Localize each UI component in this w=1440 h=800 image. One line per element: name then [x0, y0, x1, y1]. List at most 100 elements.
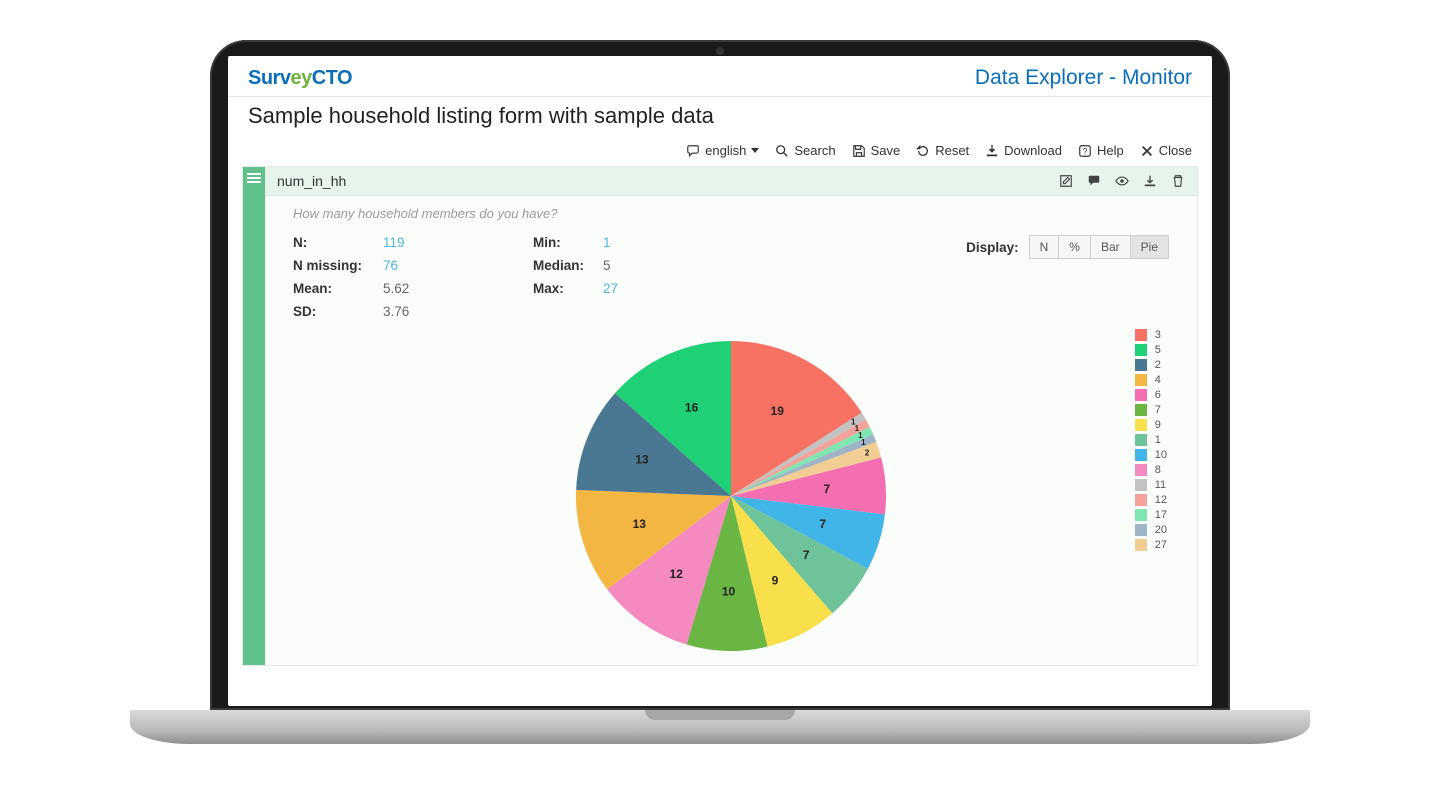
download-label: Download [1004, 143, 1062, 158]
legend-swatch [1135, 509, 1147, 521]
search-label: Search [794, 143, 835, 158]
stat-max-label: Max: [533, 281, 603, 296]
pie-slice-label: 19 [771, 404, 785, 418]
legend-item[interactable]: 1 [1135, 434, 1167, 446]
legend-swatch [1135, 494, 1147, 506]
stat-sd-label: SD: [293, 304, 383, 319]
field-question: How many household members do you have? [265, 196, 1197, 231]
save-label: Save [871, 143, 901, 158]
legend-swatch [1135, 479, 1147, 491]
trash-icon[interactable] [1171, 174, 1185, 188]
display-option-bar[interactable]: Bar [1091, 235, 1131, 259]
legend-label: 27 [1155, 539, 1167, 551]
legend-item[interactable]: 17 [1135, 509, 1167, 521]
laptop-notch [645, 710, 795, 720]
stat-min-value[interactable]: 1 [603, 235, 663, 250]
menu-icon [247, 173, 261, 183]
legend-swatch [1135, 539, 1147, 551]
legend-label: 8 [1155, 464, 1161, 476]
legend-swatch [1135, 524, 1147, 536]
display-option-%[interactable]: % [1059, 235, 1091, 259]
stat-median-label: Median: [533, 258, 603, 273]
reset-label: Reset [935, 143, 969, 158]
legend-label: 6 [1155, 389, 1161, 401]
display-option-pie[interactable]: Pie [1131, 235, 1169, 259]
display-option-n[interactable]: N [1029, 235, 1060, 259]
legend-item[interactable]: 4 [1135, 374, 1167, 386]
language-label: english [705, 143, 746, 158]
camera-dot [716, 47, 724, 55]
stat-mean-label: Mean: [293, 281, 383, 296]
pie-slice-label: 7 [803, 548, 810, 562]
stat-n-label: N: [293, 235, 383, 250]
legend-item[interactable]: 12 [1135, 494, 1167, 506]
legend-item[interactable]: 20 [1135, 524, 1167, 536]
legend-swatch [1135, 449, 1147, 461]
eye-icon[interactable] [1115, 174, 1129, 188]
app-header: SurveyCTO Data Explorer - Monitor [228, 56, 1212, 97]
stat-sd-value: 3.76 [383, 304, 463, 319]
legend-item[interactable]: 2 [1135, 359, 1167, 371]
legend-item[interactable]: 6 [1135, 389, 1167, 401]
legend-swatch [1135, 434, 1147, 446]
close-button[interactable]: Close [1140, 143, 1192, 158]
pie-slice-label: 1 [861, 438, 866, 447]
download-field-icon[interactable] [1143, 174, 1157, 188]
search-button[interactable]: Search [775, 143, 835, 158]
pie-slice-label: 10 [722, 584, 736, 598]
legend-label: 1 [1155, 434, 1161, 446]
legend-swatch [1135, 359, 1147, 371]
brand-part-3: CTO [312, 67, 352, 89]
legend-item[interactable]: 3 [1135, 329, 1167, 341]
legend-item[interactable]: 8 [1135, 464, 1167, 476]
laptop-frame: SurveyCTO Data Explorer - Monitor Sample… [210, 40, 1230, 760]
legend-label: 17 [1155, 509, 1167, 521]
brand-part-2: ey [290, 67, 311, 89]
legend-label: 9 [1155, 419, 1161, 431]
pie-chart: 191111277791012131316 [571, 336, 891, 656]
close-icon [1140, 144, 1154, 158]
legend-label: 10 [1155, 449, 1167, 461]
pie-slice-label: 16 [685, 400, 699, 414]
legend-label: 3 [1155, 329, 1161, 341]
stats-col-1: N: 119 N missing: 76 Mean: 5.62 SD: 3.76 [293, 235, 463, 319]
legend-item[interactable]: 5 [1135, 344, 1167, 356]
panel-drag-handle[interactable] [243, 167, 265, 665]
stat-n-value[interactable]: 119 [383, 235, 463, 250]
pie-slice-label: 9 [772, 574, 779, 588]
legend-item[interactable]: 7 [1135, 404, 1167, 416]
legend-swatch [1135, 404, 1147, 416]
legend-label: 12 [1155, 494, 1167, 506]
page-title: Sample household listing form with sampl… [228, 97, 1212, 139]
legend-swatch [1135, 329, 1147, 341]
edit-icon[interactable] [1059, 174, 1073, 188]
save-button[interactable]: Save [852, 143, 901, 158]
language-dropdown[interactable]: english [686, 143, 759, 158]
download-button[interactable]: Download [985, 143, 1062, 158]
display-button-group: N%BarPie [1029, 235, 1169, 259]
field-name: num_in_hh [277, 173, 346, 189]
help-label: Help [1097, 143, 1124, 158]
pie-slice-label: 2 [865, 449, 870, 458]
stat-min-label: Min: [533, 235, 603, 250]
stats-row: N: 119 N missing: 76 Mean: 5.62 SD: 3.76… [265, 231, 1197, 319]
legend-item[interactable]: 27 [1135, 539, 1167, 551]
field-actions [1059, 174, 1185, 188]
display-label: Display: [966, 240, 1019, 255]
legend-swatch [1135, 374, 1147, 386]
legend-item[interactable]: 11 [1135, 479, 1167, 491]
legend-swatch [1135, 344, 1147, 356]
screen-bezel: SurveyCTO Data Explorer - Monitor Sample… [210, 40, 1230, 710]
stat-nmiss-value[interactable]: 76 [383, 258, 463, 273]
field-panel: num_in_hh How many household members do … [242, 166, 1198, 666]
chat-icon [686, 144, 700, 158]
reset-button[interactable]: Reset [916, 143, 969, 158]
stat-max-value[interactable]: 27 [603, 281, 663, 296]
legend-item[interactable]: 10 [1135, 449, 1167, 461]
comment-icon[interactable] [1087, 174, 1101, 188]
pie-slice-label: 13 [633, 517, 647, 531]
legend-swatch [1135, 389, 1147, 401]
help-button[interactable]: ? Help [1078, 143, 1124, 158]
chart-legend: 3 5 2 4 6 7 9 1 10 8 11 12 17 20 27 [1135, 329, 1167, 554]
legend-item[interactable]: 9 [1135, 419, 1167, 431]
